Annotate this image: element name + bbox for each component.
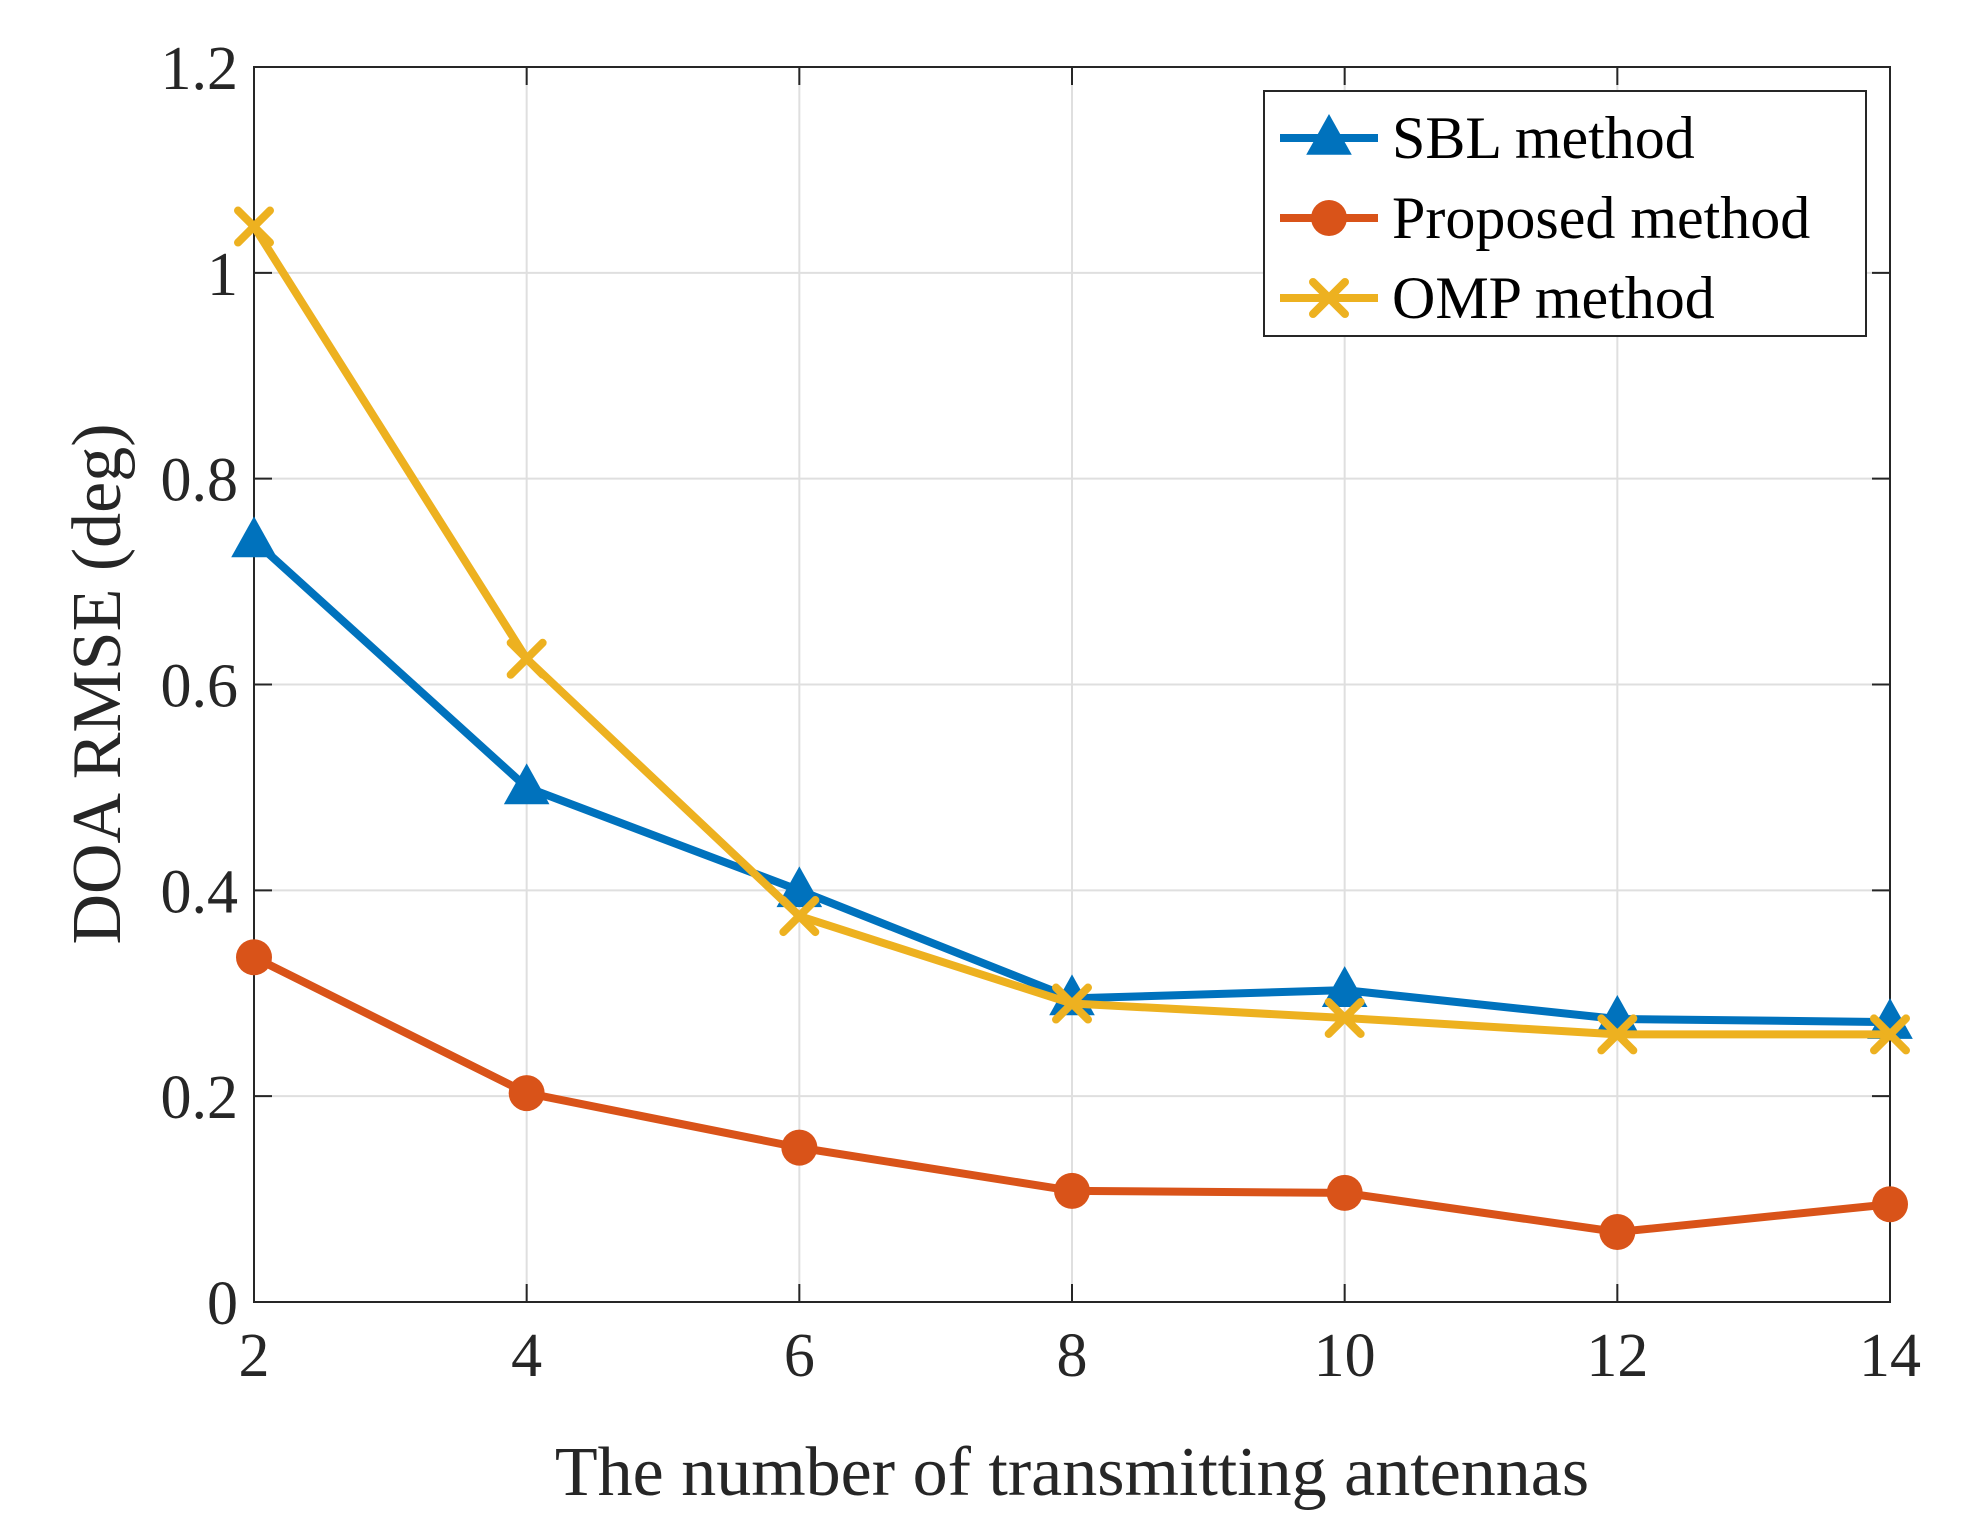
- legend-label: Proposed method: [1392, 185, 1810, 251]
- x-tick-label: 6: [784, 1322, 815, 1390]
- x-tick-label: 2: [239, 1322, 270, 1390]
- y-tick-label: 1: [207, 241, 238, 309]
- data-point: [1054, 1172, 1090, 1209]
- data-point: [1597, 1014, 1638, 1055]
- legend-entry-sbl-method: SBL method: [1280, 105, 1695, 171]
- data-point: [236, 939, 272, 976]
- data-point: [781, 1129, 818, 1166]
- series-layer: [231, 206, 1913, 1251]
- x-tick-label: 8: [1057, 1322, 1088, 1390]
- x-marker-stroke: [1324, 997, 1365, 1038]
- x-tick-label: 10: [1314, 1322, 1376, 1390]
- legend-entry-omp-method: OMP method: [1280, 265, 1715, 331]
- legend-label: OMP method: [1392, 265, 1715, 331]
- legend-marker: [1309, 278, 1349, 318]
- legend-label: SBL method: [1392, 105, 1695, 171]
- x-marker-stroke: [1597, 1014, 1638, 1055]
- y-axis-label: DOA RMSE (deg): [59, 423, 136, 944]
- x-marker-stroke: [1870, 1014, 1910, 1055]
- data-point: [1321, 966, 1368, 1007]
- data-point: [776, 866, 823, 908]
- y-tick-label: 0.8: [161, 447, 239, 515]
- legend-entry-proposed-method: Proposed method: [1280, 185, 1810, 251]
- series-proposed-method: [236, 939, 1908, 1251]
- y-tick-label: 1.2: [161, 35, 239, 103]
- y-tick-label: 0.4: [161, 858, 239, 926]
- series-omp-method: [234, 206, 1910, 1055]
- data-point: [1872, 1186, 1908, 1223]
- x-marker-stroke: [506, 638, 547, 679]
- data-point: [779, 896, 820, 937]
- legend-marker: [1311, 200, 1347, 236]
- data-point: [1052, 983, 1092, 1024]
- x-marker-stroke: [234, 206, 274, 247]
- data-point: [231, 516, 277, 558]
- x-marker-stroke: [779, 896, 820, 937]
- data-point: [234, 206, 274, 247]
- y-tick-label: 0.6: [161, 653, 239, 721]
- x-tick-label: 12: [1586, 1322, 1648, 1390]
- data-point: [1599, 1214, 1636, 1251]
- x-axis-label: The number of transmitting antennas: [555, 1434, 1589, 1511]
- data-point: [508, 1075, 545, 1112]
- tick-labels: 2 4 6 8 10 12 14 0 0.2 0.4 0.6 0.8 1 1.2: [161, 35, 1922, 1390]
- axis-ticks: [253, 66, 1891, 1303]
- y-tick-label: 0.2: [161, 1064, 239, 1132]
- y-tick-label: 0: [207, 1270, 238, 1338]
- legend-marker: [1306, 114, 1352, 155]
- data-point: [1870, 1014, 1910, 1055]
- data-point: [506, 638, 547, 679]
- legend: SBL method Proposed method OMP method: [1263, 90, 1867, 337]
- x-marker-stroke: [1309, 278, 1349, 318]
- data-point: [1326, 1174, 1363, 1211]
- data-point: [1324, 997, 1365, 1038]
- data-point: [503, 763, 550, 805]
- x-marker-stroke: [1052, 983, 1092, 1024]
- x-tick-label: 4: [511, 1322, 542, 1390]
- x-tick-label: 14: [1859, 1322, 1921, 1390]
